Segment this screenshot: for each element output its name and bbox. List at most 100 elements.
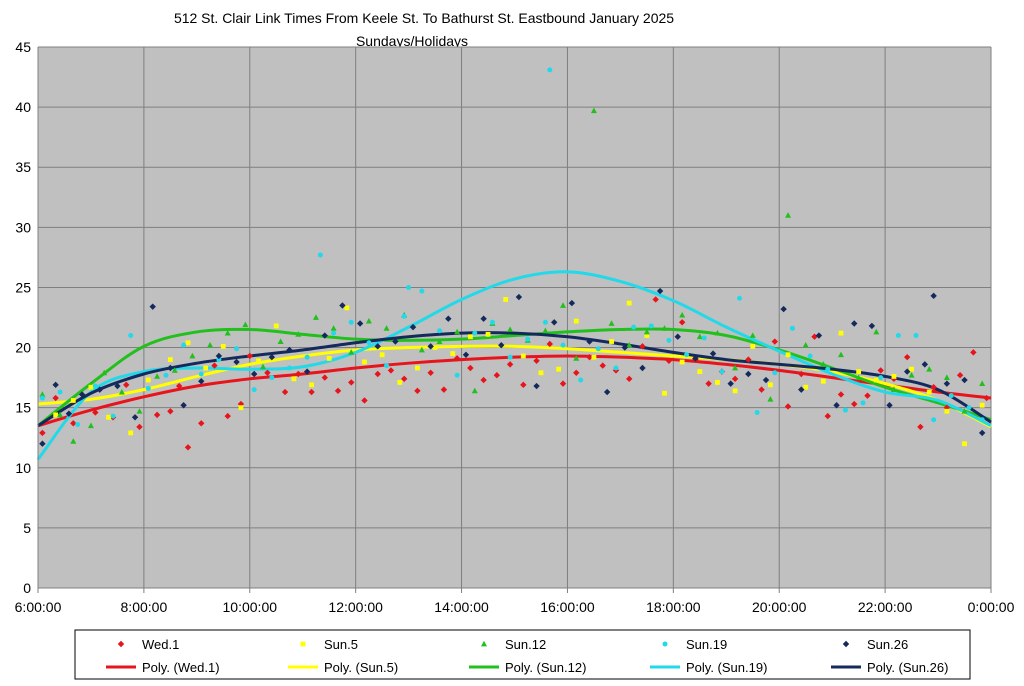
data-point <box>838 330 844 336</box>
data-point <box>948 393 954 399</box>
data-point <box>525 336 531 342</box>
data-point <box>198 420 205 427</box>
data-point <box>731 375 739 383</box>
data-point <box>317 252 323 258</box>
data-point <box>644 333 650 338</box>
data-point <box>362 359 367 365</box>
data-point <box>837 351 844 358</box>
data-point <box>970 349 977 356</box>
data-point <box>211 362 218 369</box>
data-point <box>131 414 139 421</box>
data-point <box>586 353 593 361</box>
legend-marker <box>662 641 668 647</box>
data-point <box>931 417 937 423</box>
data-point <box>251 387 257 393</box>
data-point <box>789 325 795 331</box>
legend-marker <box>842 640 850 648</box>
data-point <box>643 328 650 335</box>
data-point <box>427 369 434 377</box>
data-point <box>621 344 629 351</box>
legend-label: Sun.26 <box>867 637 908 652</box>
data-point <box>215 352 223 360</box>
data-point <box>92 409 99 416</box>
data-point <box>944 408 950 414</box>
data-point <box>348 379 355 386</box>
data-point <box>154 373 161 379</box>
trendline <box>37 344 992 429</box>
data-point <box>88 384 94 390</box>
data-point <box>415 365 420 371</box>
data-point <box>798 386 805 393</box>
legend-marker <box>117 640 125 648</box>
data-point <box>295 331 302 337</box>
data-point <box>216 357 222 363</box>
data-point <box>238 405 244 411</box>
data-point <box>189 352 196 359</box>
data-point <box>732 364 739 371</box>
data-point <box>824 412 831 420</box>
data-point <box>472 330 478 336</box>
data-point <box>269 375 275 381</box>
data-point <box>560 342 566 348</box>
data-point <box>745 370 752 378</box>
data-point <box>943 374 950 381</box>
data-point <box>198 378 205 385</box>
data-point <box>856 369 862 374</box>
x-tick-label: 14:00:00 <box>434 599 489 615</box>
data-point <box>440 386 448 393</box>
legend-label: Poly. (Sun.19) <box>686 660 767 675</box>
data-point <box>639 343 646 350</box>
y-tick-label: 15 <box>15 400 31 416</box>
data-point <box>798 370 805 378</box>
data-point <box>825 366 831 372</box>
data-point <box>366 340 372 346</box>
data-point <box>551 319 558 326</box>
data-point <box>234 346 240 352</box>
data-point <box>471 387 478 394</box>
data-point <box>326 355 332 361</box>
data-point <box>803 384 809 390</box>
data-point <box>842 407 848 413</box>
data-point <box>542 327 549 334</box>
data-point <box>309 382 314 388</box>
data-point <box>890 386 897 393</box>
trendline <box>36 270 992 461</box>
x-tick-label: 8:00:00 <box>121 599 168 615</box>
data-point <box>560 302 567 308</box>
data-point <box>771 338 779 345</box>
x-tick-label: 10:00:00 <box>223 599 278 615</box>
data-point <box>578 377 584 383</box>
data-point <box>979 417 985 423</box>
data-point <box>719 369 725 375</box>
x-tick-label: 22:00:00 <box>858 599 913 615</box>
data-point <box>648 323 654 329</box>
data-point <box>732 388 738 394</box>
data-point <box>106 414 111 420</box>
data-point <box>70 398 76 403</box>
data-point <box>467 364 474 372</box>
data-point <box>595 346 601 352</box>
data-point <box>873 328 880 335</box>
data-point <box>538 370 544 376</box>
data-point <box>454 328 461 335</box>
data-point <box>374 343 381 350</box>
data-point <box>613 365 619 371</box>
data-point <box>361 397 368 404</box>
data-point <box>590 107 597 114</box>
data-point <box>943 380 951 387</box>
data-point <box>462 351 470 358</box>
data-point <box>961 376 968 384</box>
y-tick-label: 40 <box>15 99 31 115</box>
data-point <box>608 320 615 326</box>
data-point <box>515 293 523 301</box>
data-point <box>692 355 699 362</box>
plot-area <box>38 47 991 588</box>
y-tick-label: 45 <box>15 39 31 55</box>
data-point <box>591 354 597 360</box>
y-tick-label: 25 <box>15 279 31 295</box>
data-point <box>480 376 487 384</box>
legend-label: Poly. (Sun.12) <box>505 660 586 675</box>
data-point <box>397 380 403 385</box>
data-point <box>260 363 267 370</box>
